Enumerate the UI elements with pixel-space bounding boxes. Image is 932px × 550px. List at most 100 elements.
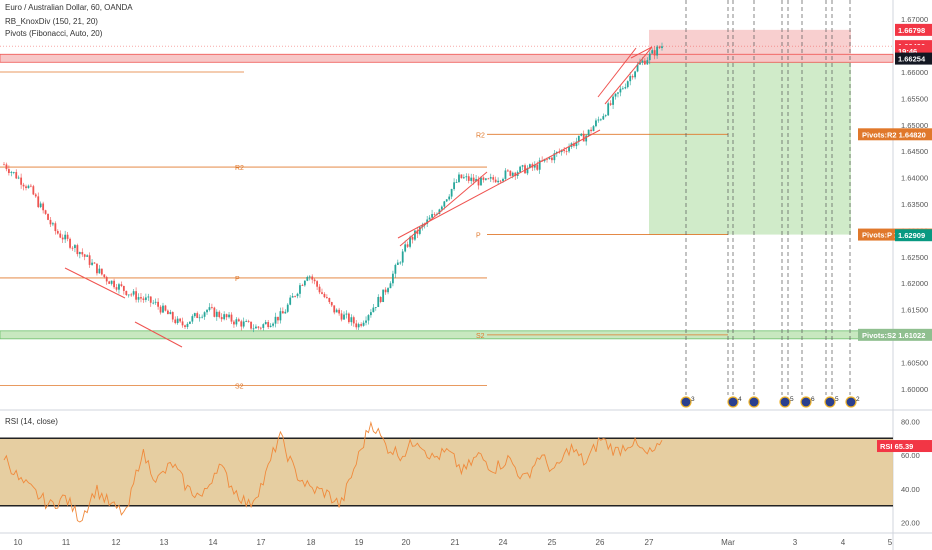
pivot-price-tag-label: Pivots:P 1.62921: [862, 231, 921, 240]
candle-body: [484, 178, 487, 180]
candle-body: [590, 129, 592, 132]
candle-body: [387, 288, 389, 293]
candle-body: [277, 316, 279, 321]
candle-body: [34, 194, 37, 197]
candle-body: [575, 141, 578, 147]
candle-body: [472, 177, 475, 182]
event-count: 2: [856, 396, 860, 403]
candle-body: [264, 322, 267, 325]
divergence-line: [397, 129, 601, 239]
indicator-knoxdiv-label[interactable]: RB_KnoxDiv (150, 21, 20): [5, 17, 98, 26]
candle-body: [533, 164, 536, 168]
candle-body: [42, 203, 45, 211]
candle-body: [118, 284, 120, 290]
candle-body: [115, 287, 118, 290]
price-tick-label: 1.64500: [901, 147, 928, 156]
candle-body: [325, 297, 328, 299]
candle-body: [86, 255, 89, 257]
time-tick-label: 20: [402, 538, 411, 547]
candle-body: [10, 172, 13, 173]
price-tick-label: 1.66000: [901, 68, 928, 77]
support-band: [0, 330, 894, 340]
candle-body: [409, 236, 411, 247]
candle-body: [519, 166, 522, 173]
candle-body: [653, 50, 656, 56]
candle-body: [406, 244, 409, 247]
candle-body: [462, 177, 465, 179]
candle-body: [323, 293, 326, 298]
time-tick-label: 18: [307, 538, 316, 547]
candle-body: [56, 231, 59, 234]
candle-body: [389, 283, 392, 289]
rsi-indicator-label[interactable]: RSI (14, close): [5, 417, 58, 426]
time-tick-label: 10: [14, 538, 23, 547]
candle-body: [602, 116, 605, 120]
event-count: 5: [790, 396, 794, 403]
candle-body: [568, 146, 570, 152]
price-tick-label: 1.62000: [901, 279, 928, 288]
candle-body: [624, 87, 627, 89]
candle-body: [460, 174, 463, 179]
candle-body: [52, 223, 54, 225]
candle-body: [458, 174, 460, 182]
time-tick-label: 21: [451, 538, 460, 547]
candle-body: [184, 325, 186, 327]
candle-body: [250, 321, 252, 329]
candle-body: [93, 262, 96, 264]
pivot-label: S2: [476, 333, 485, 340]
candle-body: [257, 326, 260, 328]
candle-body: [316, 281, 319, 287]
candle-body: [438, 209, 441, 214]
time-tick-label: 25: [548, 538, 557, 547]
candle-body: [225, 314, 228, 318]
pivot-price-tag-label: Pivots:R2 1.64820: [862, 130, 926, 139]
candle-body: [127, 294, 130, 296]
candle-body: [357, 324, 360, 328]
candle-body: [651, 50, 654, 54]
candle-body: [259, 327, 262, 329]
candle-body: [482, 177, 485, 180]
stop-loss-zone: [649, 29, 851, 59]
candle-body: [536, 164, 539, 170]
candle-body: [509, 170, 512, 176]
candle-body: [240, 321, 243, 327]
candle-body: [595, 120, 597, 127]
time-tick-label: 3: [793, 538, 798, 547]
candle-body: [203, 312, 206, 317]
candle-body: [553, 153, 556, 161]
price-tag: [895, 52, 932, 65]
candle-body: [262, 324, 265, 328]
time-tick-label: 13: [160, 538, 169, 547]
candle-body: [233, 321, 235, 325]
candle-body: [573, 143, 575, 147]
candle-body: [83, 254, 86, 257]
candle-body: [242, 321, 245, 327]
candle-body: [526, 167, 529, 174]
candle-body: [20, 177, 23, 185]
price-tick-label: 1.60000: [901, 385, 928, 394]
candle-body: [321, 292, 323, 294]
price-tick-label: 1.65500: [901, 94, 928, 103]
price-tick-label: 1.60500: [901, 358, 928, 367]
candle-body: [228, 314, 230, 318]
candle-body: [113, 280, 115, 288]
price-tag: [895, 229, 932, 242]
candle-body: [211, 307, 213, 308]
candle-body: [284, 311, 287, 314]
price-tag-label: 1.62909: [898, 231, 925, 240]
time-tick-label: 4: [841, 538, 846, 547]
candle-body: [414, 230, 416, 240]
candle-body: [100, 268, 103, 275]
candle-body: [374, 307, 377, 308]
time-tick-label: 11: [62, 538, 71, 547]
candle-body: [132, 291, 135, 295]
candle-body: [580, 133, 583, 136]
indicator-pivots-label[interactable]: Pivots (Fibonacci, Auto, 20): [5, 29, 103, 38]
candle-body: [511, 172, 514, 176]
candle-body: [597, 119, 600, 121]
candle-body: [487, 178, 490, 180]
candle-body: [201, 316, 204, 318]
candle-body: [44, 210, 47, 214]
candle-body: [401, 251, 404, 263]
